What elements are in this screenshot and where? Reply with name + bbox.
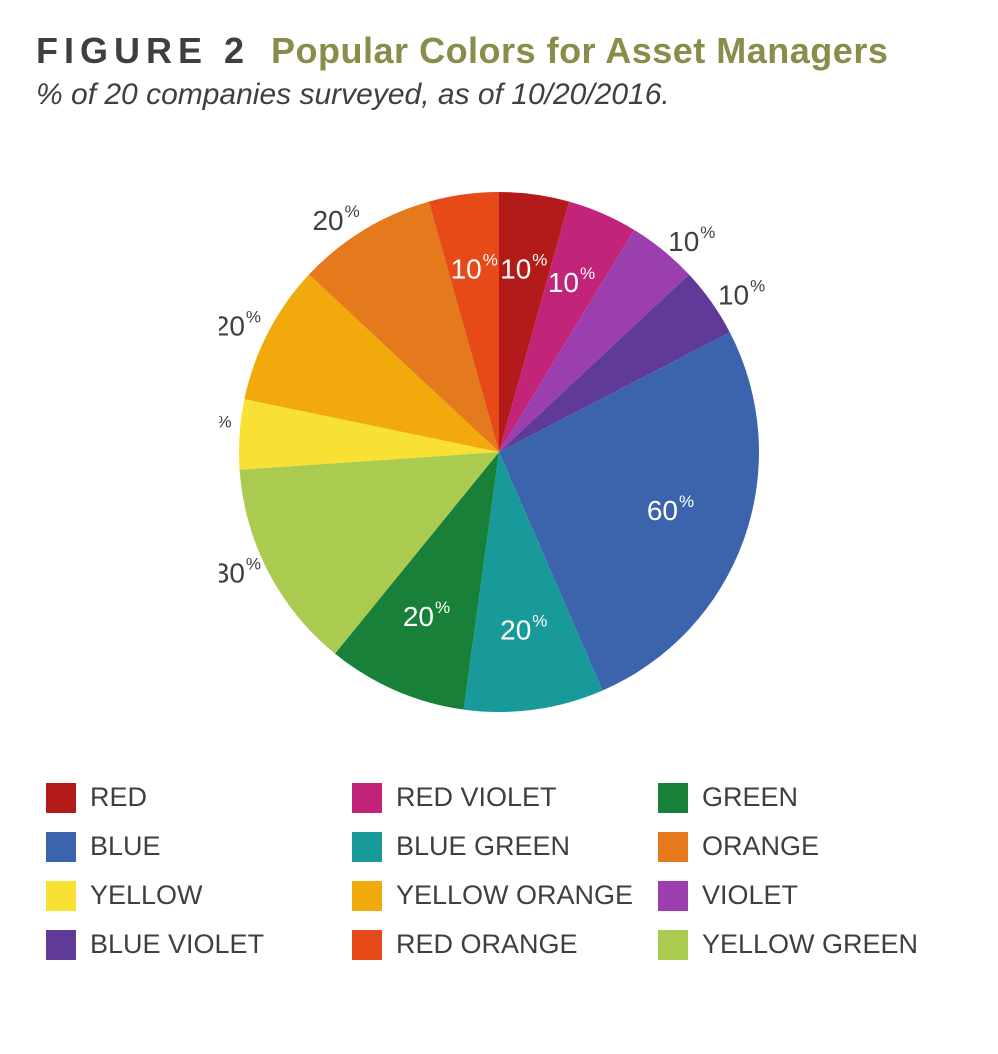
pie-chart: 10%10%10%10%60%20%20%30%10%20%20%10% bbox=[219, 172, 779, 732]
legend-swatch bbox=[352, 930, 382, 960]
legend-item: VIOLET bbox=[658, 880, 952, 911]
legend-label: YELLOW bbox=[90, 880, 203, 911]
legend-label: BLUE GREEN bbox=[396, 831, 570, 862]
legend-swatch bbox=[46, 881, 76, 911]
legend-item: RED ORANGE bbox=[352, 929, 646, 960]
legend-label: YELLOW GREEN bbox=[702, 929, 918, 960]
legend-swatch bbox=[658, 783, 688, 813]
legend-swatch bbox=[46, 930, 76, 960]
legend-label: GREEN bbox=[702, 782, 798, 813]
legend-swatch bbox=[46, 832, 76, 862]
legend-item: BLUE GREEN bbox=[352, 831, 646, 862]
legend-swatch bbox=[352, 881, 382, 911]
legend-label: RED ORANGE bbox=[396, 929, 578, 960]
figure-title: Popular Colors for Asset Managers bbox=[271, 30, 888, 71]
legend-item: YELLOW ORANGE bbox=[352, 880, 646, 911]
legend-item: BLUE VIOLET bbox=[46, 929, 340, 960]
legend-item: BLUE bbox=[46, 831, 340, 862]
legend-label: VIOLET bbox=[702, 880, 798, 911]
legend-item: GREEN bbox=[658, 782, 952, 813]
legend-swatch bbox=[658, 930, 688, 960]
legend-item: ORANGE bbox=[658, 831, 952, 862]
legend-swatch bbox=[352, 783, 382, 813]
legend-label: YELLOW ORANGE bbox=[396, 880, 633, 911]
pie-slice-label: 20% bbox=[312, 202, 359, 236]
legend-label: ORANGE bbox=[702, 831, 819, 862]
pie-chart-area: 10%10%10%10%60%20%20%30%10%20%20%10% bbox=[36, 172, 962, 732]
pie-slice-label: 10% bbox=[718, 277, 765, 311]
figure-heading: FIGURE 2 Popular Colors for Asset Manage… bbox=[36, 30, 962, 72]
legend-label: RED bbox=[90, 782, 147, 813]
pie-slice-label: 20% bbox=[219, 308, 261, 342]
figure-container: FIGURE 2 Popular Colors for Asset Manage… bbox=[0, 0, 998, 960]
legend-item: YELLOW GREEN bbox=[658, 929, 952, 960]
figure-subtitle: % of 20 companies surveyed, as of 10/20/… bbox=[36, 78, 962, 112]
legend-label: BLUE VIOLET bbox=[90, 929, 264, 960]
legend-item: RED bbox=[46, 782, 340, 813]
legend-label: RED VIOLET bbox=[396, 782, 557, 813]
legend-item: YELLOW bbox=[46, 880, 340, 911]
legend-swatch bbox=[658, 881, 688, 911]
pie-slice-label: 30% bbox=[219, 555, 261, 589]
legend-swatch bbox=[352, 832, 382, 862]
pie-slice-label: 10% bbox=[219, 413, 232, 447]
pie-slice-label: 10% bbox=[668, 224, 715, 258]
figure-label: FIGURE 2 bbox=[36, 30, 250, 71]
legend-item: RED VIOLET bbox=[352, 782, 646, 813]
legend-swatch bbox=[658, 832, 688, 862]
legend-label: BLUE bbox=[90, 831, 161, 862]
legend-swatch bbox=[46, 783, 76, 813]
legend: RED RED VIOLET GREEN BLUE BLUE GREEN ORANGE YE… bbox=[36, 782, 962, 960]
